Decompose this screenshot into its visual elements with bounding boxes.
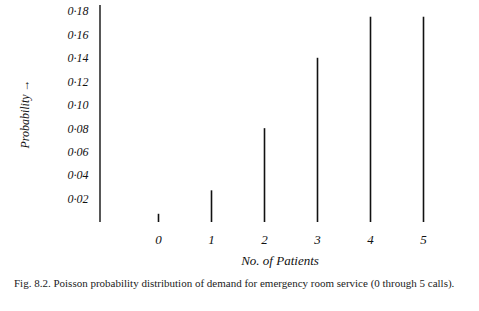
svg-text:No. of Patients: No. of Patients xyxy=(240,253,319,268)
svg-text:0·16: 0·16 xyxy=(68,28,89,42)
svg-text:3: 3 xyxy=(313,232,321,247)
svg-text:0·12: 0·12 xyxy=(68,75,89,89)
svg-text:4: 4 xyxy=(367,232,374,247)
svg-text:0·04: 0·04 xyxy=(68,168,89,182)
svg-text:0·08: 0·08 xyxy=(68,122,89,136)
svg-text:1: 1 xyxy=(208,232,215,247)
svg-text:0·02: 0·02 xyxy=(68,192,89,206)
svg-text:0·14: 0·14 xyxy=(68,51,89,65)
svg-text:0: 0 xyxy=(155,232,162,247)
svg-text:2: 2 xyxy=(261,232,268,247)
html-text:Fig. 8.2. Poisson probability: Fig. 8.2. Poisson probability distributi… xyxy=(14,277,455,289)
svg-text:0·10: 0·10 xyxy=(68,98,89,112)
svg-text:0·18: 0·18 xyxy=(68,4,89,18)
svg-text:0·06: 0·06 xyxy=(68,145,89,159)
svg-text:Probability →: Probability → xyxy=(18,79,32,149)
svg-text:5: 5 xyxy=(420,232,427,247)
